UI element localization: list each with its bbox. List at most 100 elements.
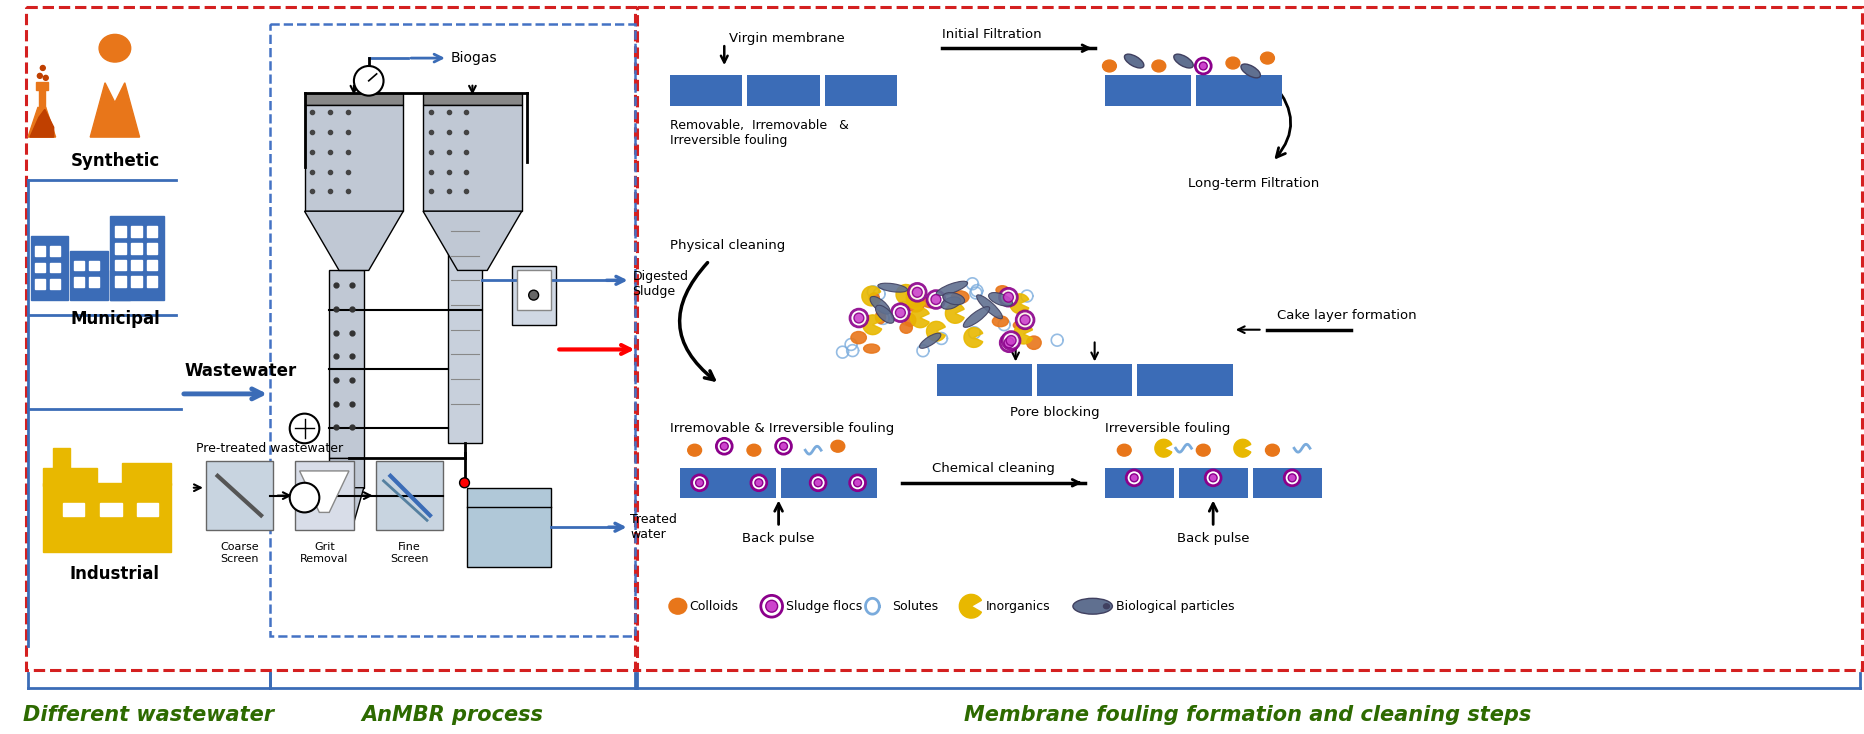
Text: Synthetic: Synthetic [71,152,160,170]
Bar [824,75,897,106]
Bar [110,270,130,300]
Bar [637,7,1860,670]
Bar [101,503,121,516]
Text: Virgin membrane: Virgin membrane [729,32,844,45]
Wedge shape [1010,294,1029,313]
Circle shape [720,443,727,450]
Ellipse shape [1124,54,1143,68]
Text: Solutes: Solutes [891,600,938,613]
Text: Irremovable & Irreversible fouling: Irremovable & Irreversible fouling [669,422,893,435]
Circle shape [289,414,319,443]
Bar [330,458,363,487]
Bar [147,277,157,287]
Bar [147,260,157,270]
Bar [516,270,552,310]
Wedge shape [1154,440,1171,457]
Circle shape [1016,311,1033,329]
Circle shape [1007,335,1016,346]
Bar [295,461,354,530]
Ellipse shape [878,283,908,292]
Bar [116,277,125,287]
Bar [147,243,157,254]
Circle shape [775,438,790,454]
Ellipse shape [988,293,1012,306]
Bar [304,104,403,211]
Bar [50,280,60,289]
Circle shape [1195,58,1210,74]
Circle shape [1288,474,1295,482]
Ellipse shape [1072,598,1111,614]
Bar [116,243,125,254]
Bar [50,246,60,255]
Bar [71,251,108,300]
Bar [781,468,876,498]
Bar [511,266,555,324]
Circle shape [751,475,766,491]
Text: Irreversible fouling: Irreversible fouling [1103,422,1228,435]
Bar [35,81,48,90]
Text: Coarse
Screen: Coarse Screen [220,542,259,564]
Bar [1103,75,1191,106]
Ellipse shape [1025,336,1040,349]
Circle shape [528,290,539,300]
Text: Pre-treated wastewater: Pre-treated wastewater [196,442,343,455]
Ellipse shape [906,286,923,297]
Circle shape [930,294,939,305]
Text: Treated
water: Treated water [630,513,677,541]
Text: AnMBR process: AnMBR process [362,705,542,725]
Wedge shape [964,327,982,347]
Circle shape [1003,338,1014,348]
Ellipse shape [908,300,923,312]
Ellipse shape [1117,444,1131,456]
Bar [116,260,125,270]
Text: Long-term Filtration: Long-term Filtration [1187,177,1320,189]
Bar [468,487,552,567]
Circle shape [716,438,733,454]
Ellipse shape [941,293,964,305]
Circle shape [815,479,822,487]
Text: Removable,  Irremovable   &
Irreversible fouling: Removable, Irremovable & Irreversible fo… [669,120,848,148]
Wedge shape [906,289,925,309]
Circle shape [1003,292,1012,302]
Circle shape [809,475,826,491]
Circle shape [779,443,787,450]
Text: Initial Filtration: Initial Filtration [941,29,1040,41]
Circle shape [1130,474,1137,482]
Ellipse shape [900,322,911,333]
Ellipse shape [1103,604,1109,608]
Wedge shape [1234,440,1251,457]
Wedge shape [945,304,964,323]
Bar [205,461,272,530]
Circle shape [755,479,762,487]
Wedge shape [861,286,880,306]
Bar [130,277,142,287]
Circle shape [1126,470,1141,486]
Ellipse shape [1225,57,1240,69]
Bar [423,92,522,104]
Bar [121,463,171,484]
Ellipse shape [951,291,969,303]
Text: Wastewater: Wastewater [185,362,296,380]
Wedge shape [1014,324,1033,344]
Text: Pore blocking: Pore blocking [1010,406,1100,418]
Bar [130,243,142,254]
Bar [35,246,45,255]
Bar [43,483,171,552]
Ellipse shape [874,310,885,324]
Text: Physical cleaning: Physical cleaning [669,239,785,252]
Bar [747,75,820,106]
Ellipse shape [747,444,761,456]
Ellipse shape [99,34,130,62]
Ellipse shape [936,281,967,295]
Bar [26,7,636,670]
Bar [110,216,164,300]
Ellipse shape [923,298,938,308]
Bar [330,270,363,458]
Ellipse shape [874,305,893,323]
Bar [423,104,522,211]
Circle shape [999,334,1018,352]
Ellipse shape [964,307,990,327]
Text: Inorganics: Inorganics [986,600,1049,613]
Bar [1103,468,1172,498]
Circle shape [850,475,865,491]
